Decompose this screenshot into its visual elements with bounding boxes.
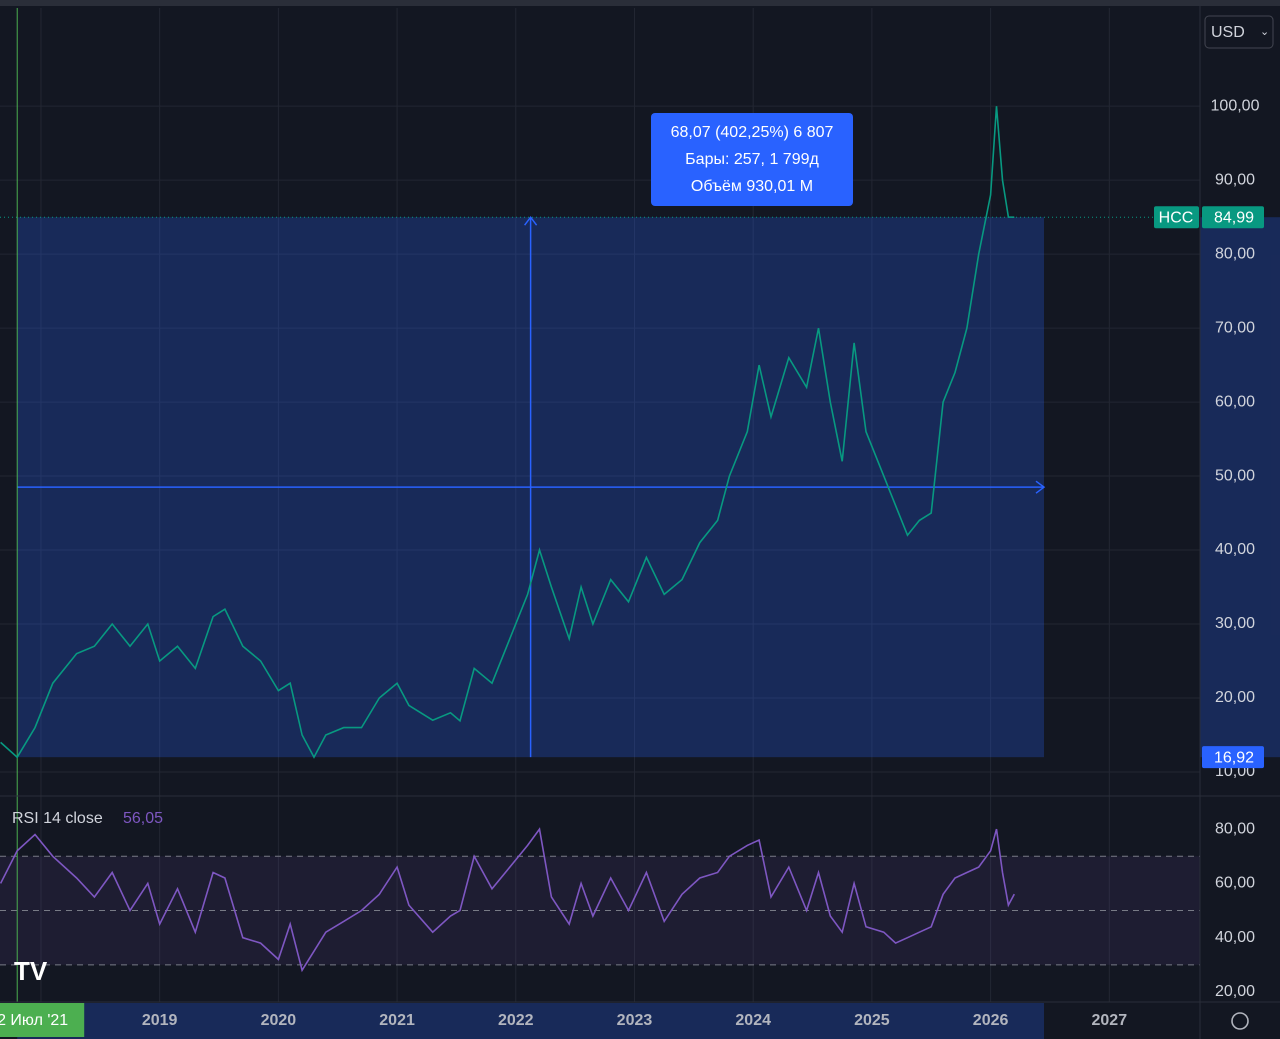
- rsi-tick-label: 60,00: [1215, 875, 1255, 892]
- rsi-title: RSI 14 close: [12, 810, 103, 827]
- x-tick-label: 2022: [498, 1012, 534, 1029]
- x-tick-label: 2021: [379, 1012, 415, 1029]
- grid-layer: [0, 8, 1200, 1002]
- measure-tooltip: [651, 113, 853, 206]
- x-tick-label: 2027: [1092, 1012, 1128, 1029]
- measure-axis-band: [1200, 217, 1280, 758]
- x-tick-label: 2019: [142, 1012, 178, 1029]
- x-tick-label: 2025: [854, 1012, 890, 1029]
- x-tick-label: 2020: [261, 1012, 297, 1029]
- rsi-line: [0, 827, 1016, 973]
- rsi-tick-label: 20,00: [1215, 983, 1255, 1000]
- logo: TV: [14, 956, 48, 986]
- y-tick-label: 20,00: [1215, 689, 1255, 706]
- y-tick-label: 100,00: [1211, 97, 1260, 114]
- measure-line2: Бары: 257, 1 799д: [685, 151, 819, 168]
- measure-v-arrow: [524, 215, 538, 226]
- x-tick-label: 2024: [735, 1012, 771, 1029]
- chevron[interactable]: ⌄: [1260, 26, 1269, 38]
- y-tick-label: 60,00: [1215, 393, 1255, 410]
- measure-h-arrow: [1035, 480, 1046, 494]
- last-price-tag: [1202, 206, 1264, 229]
- y-tick-label: 70,00: [1215, 319, 1255, 336]
- currency-box[interactable]: [1204, 15, 1274, 49]
- y-tick-label: 90,00: [1215, 171, 1255, 188]
- rsi-tick-label: 40,00: [1215, 929, 1255, 946]
- cursor-date-tag: [0, 1003, 85, 1037]
- price-line: [0, 106, 1015, 759]
- tv-logo: TV: [14, 956, 48, 986]
- measure-line3: Объём 930,01 M: [691, 178, 813, 195]
- top-bar: [0, 0, 1280, 6]
- settings-icon[interactable]: [1231, 1012, 1249, 1030]
- low-price-tag: [1202, 746, 1264, 769]
- rsi-last: 56,05: [123, 810, 163, 827]
- y-tick-label: 30,00: [1215, 615, 1255, 632]
- low-price: 16,92: [1214, 749, 1254, 766]
- symbol-tag: [1154, 206, 1199, 229]
- cursor-date: пн 12 Июл '21: [0, 1012, 68, 1029]
- rsi-tick-label: 80,00: [1215, 820, 1255, 837]
- measure-line1: 68,07 (402,25%) 6 807: [671, 124, 834, 141]
- y-tick-label: 40,00: [1215, 541, 1255, 558]
- measure-time-band: [17, 1003, 1044, 1039]
- currency[interactable]: USD: [1211, 24, 1245, 41]
- currency-button[interactable]: USD ⌄: [1204, 15, 1274, 49]
- last-price: 84,99: [1214, 209, 1254, 226]
- marks-layer: [0, 8, 1280, 1039]
- y-tick-label: 50,00: [1215, 467, 1255, 484]
- x-tick-label: 2026: [973, 1012, 1009, 1029]
- y-tick-label: 80,00: [1215, 245, 1255, 262]
- x-tick-label: 2023: [617, 1012, 653, 1029]
- symbol: HCC: [1159, 209, 1194, 226]
